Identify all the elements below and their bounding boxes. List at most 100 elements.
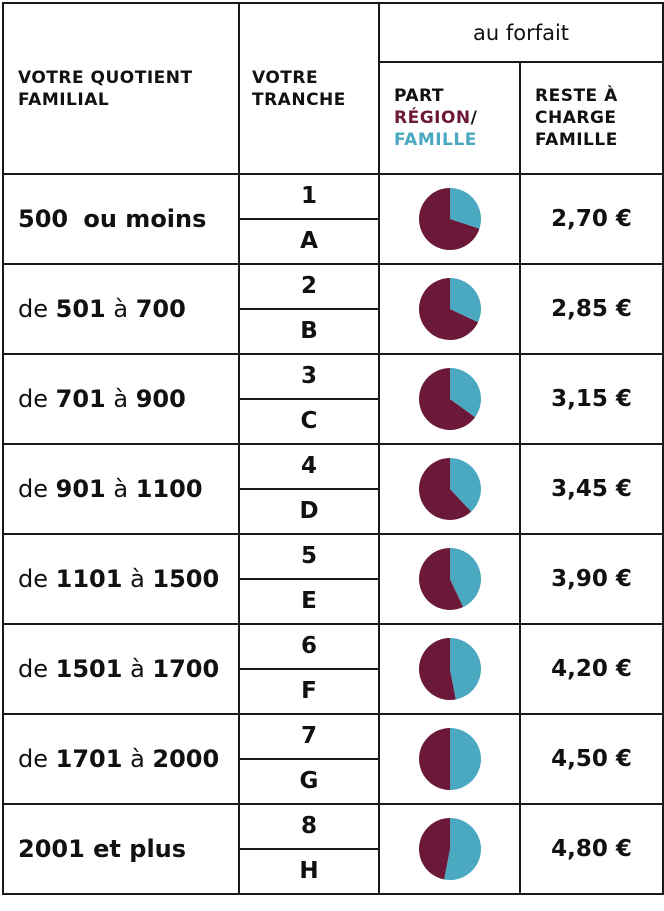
pie-slice-region bbox=[418, 638, 456, 700]
share-pie-chart bbox=[418, 368, 481, 430]
quotient-text-segment: 700 bbox=[135, 295, 186, 323]
header-au-forfait: au forfait bbox=[378, 2, 664, 63]
quotient-text-segment: à bbox=[105, 385, 136, 413]
part-region-famille-pie-cell bbox=[378, 623, 521, 715]
table-row-sub: A bbox=[3, 218, 663, 265]
quotient-text-segment: 1701 bbox=[55, 745, 123, 773]
quotient-text-segment: 2000 bbox=[152, 745, 220, 773]
tranche-letter: E bbox=[238, 578, 380, 625]
pie-slice-famille bbox=[449, 188, 481, 229]
pie-slice-famille bbox=[449, 548, 481, 608]
table-row-sub: H bbox=[3, 848, 663, 895]
quotient-text-segment: 901 bbox=[55, 475, 106, 503]
quotient-text-segment: 1501 bbox=[55, 655, 123, 683]
header-tranche-line2: TRANCHE bbox=[252, 89, 346, 110]
quotient-text-segment: et plus bbox=[84, 835, 187, 863]
quotient-text-segment: à bbox=[122, 655, 153, 683]
table-header: VOTRE QUOTIENT FAMILIAL VOTRE TRANCHE au… bbox=[2, 2, 664, 175]
part-region-famille-pie-cell bbox=[378, 173, 521, 265]
header-tranche: VOTRE TRANCHE bbox=[238, 2, 380, 175]
tranche-number: 4 bbox=[238, 443, 380, 490]
tranche-letter: H bbox=[238, 848, 380, 895]
reste-a-charge-value: 4,80 € bbox=[519, 803, 664, 895]
pie-slice-famille bbox=[449, 638, 481, 700]
table-row-sub: E bbox=[3, 578, 663, 625]
quotient-text-segment: ou moins bbox=[83, 205, 207, 233]
pie-slice-region bbox=[418, 458, 471, 520]
quotient-familial-cell: de 501 à 700 bbox=[2, 263, 240, 355]
share-pie-chart bbox=[418, 638, 481, 700]
quotient-text-segment: de bbox=[18, 295, 56, 323]
quotient-familial-cell: de 1101 à 1500 bbox=[2, 533, 240, 625]
tranche-letter: B bbox=[238, 308, 380, 355]
share-pie-chart bbox=[418, 818, 481, 880]
pie-slice-famille bbox=[443, 818, 481, 880]
share-pie-chart bbox=[418, 278, 481, 340]
table-row: de 901 à 1100 4 3,45 € bbox=[2, 443, 664, 535]
table-row-sub: G bbox=[3, 758, 663, 805]
share-pie-chart bbox=[418, 188, 481, 250]
quotient-text-segment: à bbox=[122, 745, 153, 773]
quotient-text-segment: 501 bbox=[55, 295, 106, 323]
quotient-familial-cell: 500 ou moins bbox=[2, 173, 240, 265]
table-row: de 1501 à 1700 6 4,20 € bbox=[2, 623, 664, 715]
pie-slice-famille bbox=[449, 278, 481, 323]
pie-slice-famille bbox=[449, 458, 481, 512]
pie-slice-region bbox=[418, 728, 450, 790]
quotient-text-segment: à bbox=[122, 565, 153, 593]
reste-a-charge-value: 3,45 € bbox=[519, 443, 664, 535]
tranche-number: 6 bbox=[238, 623, 380, 670]
quotient-text-segment: 701 bbox=[55, 385, 106, 413]
table-row: 2001 et plus 8 4,80 € bbox=[2, 803, 664, 895]
quotient-text-segment: 2001 bbox=[18, 835, 85, 863]
quotient-text-segment bbox=[68, 205, 83, 233]
reste-a-charge-value: 4,50 € bbox=[519, 713, 664, 805]
quotient-familial-cell: 2001 et plus bbox=[2, 803, 240, 895]
reste-a-charge-value: 3,15 € bbox=[519, 353, 664, 445]
quotient-text-segment: 1700 bbox=[152, 655, 220, 683]
quotient-text-segment: 1101 bbox=[55, 565, 123, 593]
header-part-region-famille: PART RÉGION/ FAMILLE bbox=[378, 61, 521, 175]
part-region-famille-pie-cell bbox=[378, 713, 521, 805]
tranche-number: 5 bbox=[238, 533, 380, 580]
tranche-letter: G bbox=[238, 758, 380, 805]
share-pie-chart bbox=[418, 548, 481, 610]
share-pie-chart bbox=[418, 728, 481, 790]
tranche-number: 2 bbox=[238, 263, 380, 310]
reste-a-charge-value: 3,90 € bbox=[519, 533, 664, 625]
table-row: de 1701 à 2000 7 4,50 € bbox=[2, 713, 664, 805]
reste-a-charge-value: 4,20 € bbox=[519, 623, 664, 715]
quotient-text-segment: à bbox=[105, 475, 136, 503]
table-row: de 1101 à 1500 5 3,90 € bbox=[2, 533, 664, 625]
table-row-sub: D bbox=[3, 488, 663, 535]
table-row: 500 ou moins 1 2,70 € bbox=[2, 173, 664, 265]
part-region-famille-pie-cell bbox=[378, 803, 521, 895]
quotient-familial-cell: de 1701 à 2000 bbox=[2, 713, 240, 805]
reste-a-charge-value: 2,70 € bbox=[519, 173, 664, 265]
pie-slice-region bbox=[418, 818, 450, 880]
quotient-text-segment: 500 bbox=[18, 205, 69, 233]
header-tranche-line1: VOTRE bbox=[252, 67, 319, 88]
tarifs-table: VOTRE QUOTIENT FAMILIAL VOTRE TRANCHE au… bbox=[2, 2, 664, 895]
quotient-text-segment: 1100 bbox=[135, 475, 203, 503]
pie-slice-famille bbox=[449, 368, 481, 418]
table-row-sub: B bbox=[3, 308, 663, 355]
quotient-text-segment: 1500 bbox=[152, 565, 220, 593]
part-region-famille-pie-cell bbox=[378, 533, 521, 625]
share-pie-chart bbox=[418, 458, 481, 520]
pie-slice-famille bbox=[449, 728, 481, 790]
quotient-text-segment: de bbox=[18, 475, 56, 503]
quotient-text-segment: de bbox=[18, 745, 56, 773]
tranche-number: 1 bbox=[238, 173, 380, 220]
quotient-familial-cell: de 901 à 1100 bbox=[2, 443, 240, 535]
tranche-letter: F bbox=[238, 668, 380, 715]
header-slash: / bbox=[470, 108, 478, 128]
quotient-text-segment: de bbox=[18, 385, 56, 413]
header-quotient-familial: VOTRE QUOTIENT FAMILIAL bbox=[2, 2, 240, 175]
tranche-number: 8 bbox=[238, 803, 380, 850]
table-row: de 701 à 900 3 3,15 € bbox=[2, 353, 664, 445]
pie-slice-region bbox=[418, 188, 479, 250]
pie-slice-region bbox=[418, 368, 475, 430]
reste-a-charge-value: 2,85 € bbox=[519, 263, 664, 355]
